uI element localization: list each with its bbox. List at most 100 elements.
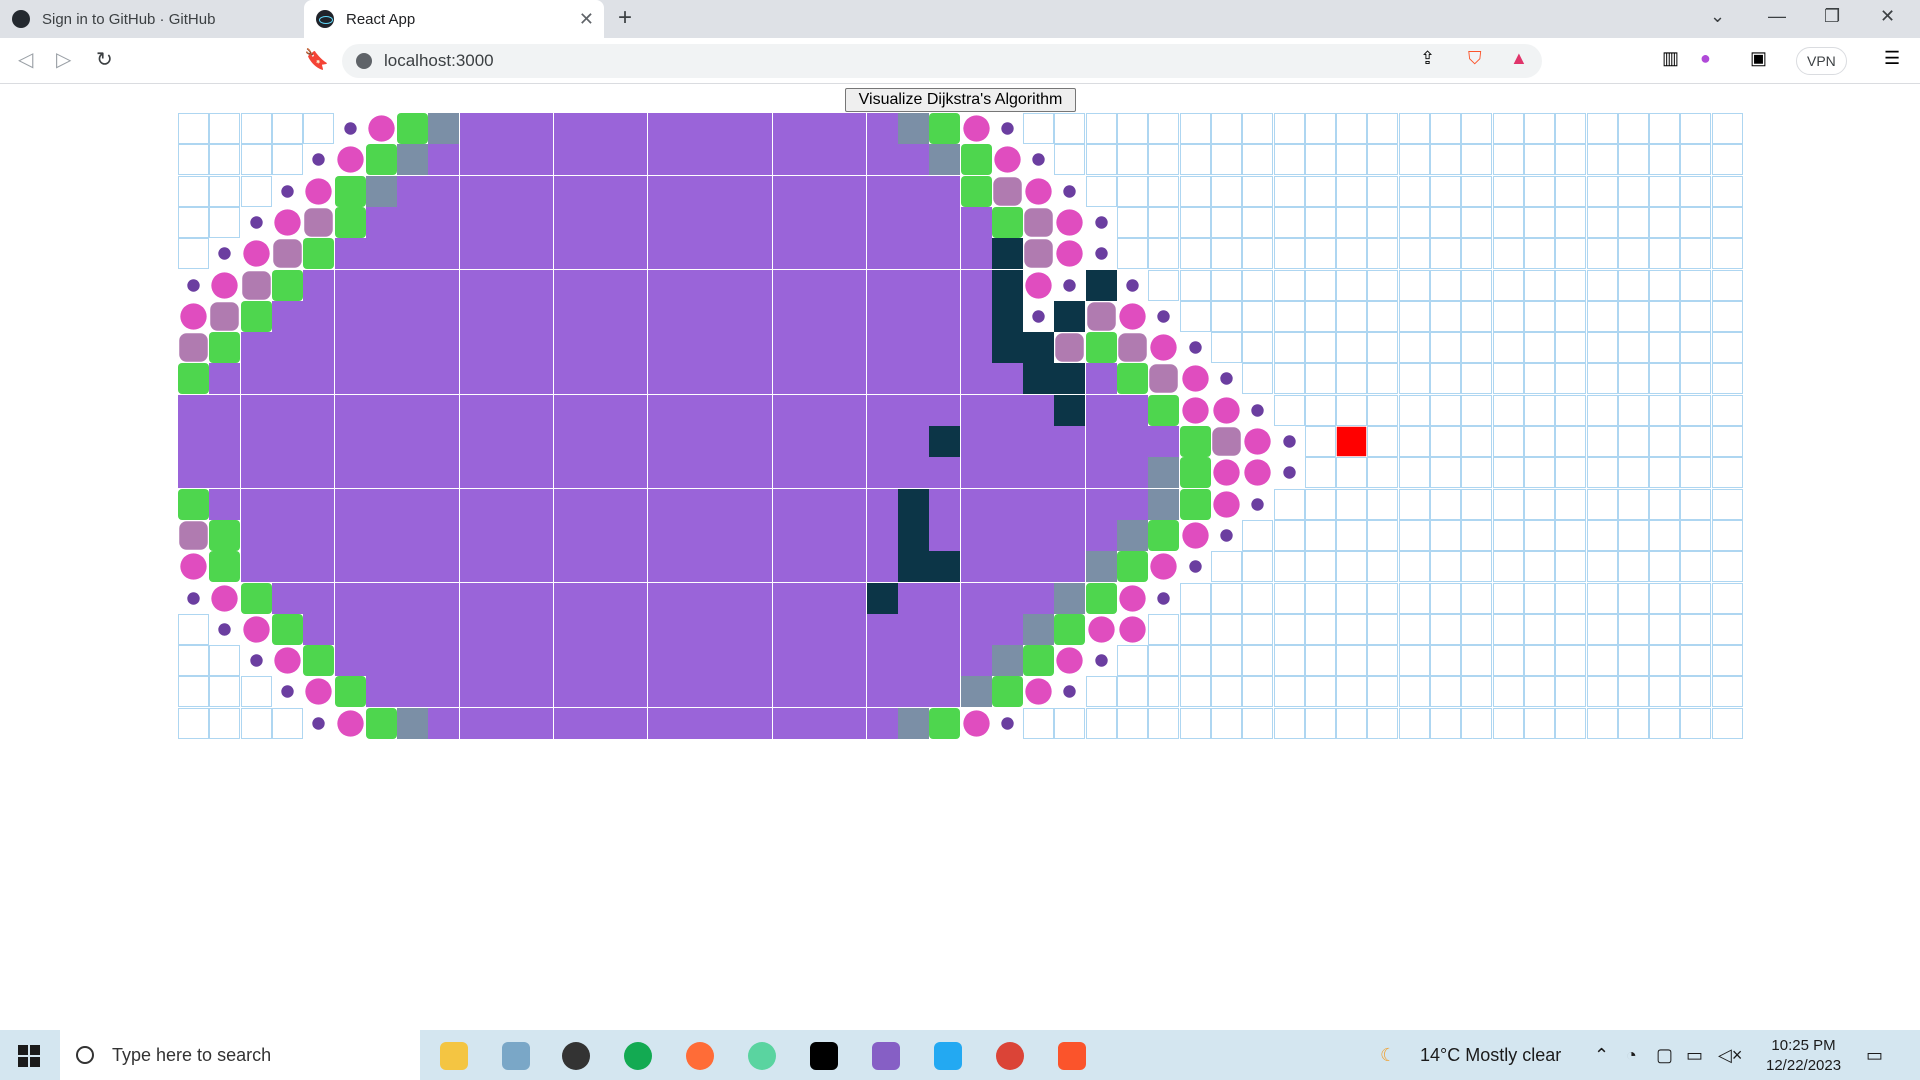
- empty-cell[interactable]: [1117, 144, 1148, 176]
- visited-cell[interactable]: [459, 394, 491, 426]
- empty-cell[interactable]: [1492, 426, 1524, 457]
- brave-icon[interactable]: [1058, 1042, 1086, 1070]
- visited-cell[interactable]: [553, 457, 585, 489]
- visited-cell[interactable]: [866, 269, 898, 301]
- visited-cell[interactable]: [866, 645, 898, 677]
- empty-cell[interactable]: [1336, 613, 1368, 645]
- visited-cell[interactable]: [772, 144, 804, 176]
- visited-cell[interactable]: [209, 551, 241, 583]
- empty-cell[interactable]: [1054, 707, 1086, 739]
- empty-cell[interactable]: [1492, 300, 1524, 332]
- wall-cell[interactable]: [897, 488, 929, 520]
- empty-cell[interactable]: [1555, 269, 1587, 301]
- visited-cell[interactable]: [960, 144, 992, 176]
- visited-cell[interactable]: [1149, 364, 1179, 394]
- empty-cell[interactable]: [1555, 300, 1587, 332]
- empty-cell[interactable]: [1242, 519, 1274, 551]
- visited-cell[interactable]: [1023, 519, 1055, 551]
- empty-cell[interactable]: [1617, 394, 1649, 426]
- visited-cell[interactable]: [1023, 551, 1055, 583]
- visited-cell[interactable]: [993, 176, 1022, 206]
- empty-cell[interactable]: [1336, 457, 1368, 489]
- empty-cell[interactable]: [1304, 206, 1336, 238]
- empty-cell[interactable]: [1179, 175, 1211, 207]
- visited-cell[interactable]: [303, 269, 335, 301]
- visited-cell[interactable]: [741, 613, 773, 645]
- empty-cell[interactable]: [178, 144, 209, 176]
- visited-cell[interactable]: [710, 519, 742, 551]
- empty-cell[interactable]: [1649, 206, 1681, 238]
- visited-cell[interactable]: [804, 300, 835, 332]
- empty-cell[interactable]: [1430, 144, 1461, 176]
- empty-cell[interactable]: [1680, 426, 1712, 457]
- visited-cell[interactable]: [584, 238, 616, 270]
- visited-cell[interactable]: [741, 551, 773, 583]
- empty-cell[interactable]: [1367, 332, 1399, 364]
- close-tab-icon[interactable]: ✕: [578, 9, 594, 29]
- visited-cell[interactable]: [616, 206, 648, 238]
- visited-cell[interactable]: [334, 332, 366, 364]
- visited-cell[interactable]: [240, 394, 272, 426]
- visited-cell[interactable]: [835, 300, 867, 332]
- empty-cell[interactable]: [1617, 363, 1649, 395]
- visited-cell[interactable]: [365, 551, 397, 583]
- empty-cell[interactable]: [1398, 645, 1430, 677]
- empty-cell[interactable]: [1523, 332, 1555, 364]
- empty-cell[interactable]: [1148, 269, 1180, 301]
- visited-cell[interactable]: [522, 426, 554, 457]
- empty-cell[interactable]: [240, 707, 272, 739]
- visited-cell[interactable]: [187, 591, 200, 605]
- visited-cell[interactable]: [1117, 457, 1148, 489]
- visited-cell[interactable]: [428, 676, 460, 708]
- visited-cell[interactable]: [334, 488, 366, 520]
- visited-cell[interactable]: [522, 488, 554, 520]
- visited-cell[interactable]: [741, 144, 773, 176]
- empty-cell[interactable]: [1148, 144, 1180, 176]
- empty-cell[interactable]: [1711, 363, 1743, 395]
- visited-cell[interactable]: [741, 519, 773, 551]
- visited-cell[interactable]: [334, 238, 366, 270]
- empty-cell[interactable]: [1210, 645, 1242, 677]
- empty-cell[interactable]: [1398, 144, 1430, 176]
- visited-cell[interactable]: [209, 363, 241, 395]
- visited-cell[interactable]: [835, 645, 867, 677]
- empty-cell[interactable]: [1523, 457, 1555, 489]
- visited-cell[interactable]: [274, 209, 301, 236]
- empty-cell[interactable]: [1367, 206, 1399, 238]
- visited-cell[interactable]: [678, 645, 710, 677]
- visited-cell[interactable]: [960, 613, 992, 645]
- visited-cell[interactable]: [616, 175, 648, 207]
- visited-cell[interactable]: [334, 426, 366, 457]
- visited-cell[interactable]: [647, 488, 679, 520]
- visited-cell[interactable]: [1025, 177, 1052, 205]
- visited-cell[interactable]: [835, 206, 867, 238]
- visited-cell[interactable]: [584, 676, 616, 708]
- visited-cell[interactable]: [960, 363, 992, 395]
- empty-cell[interactable]: [1304, 488, 1336, 520]
- visited-cell[interactable]: [397, 457, 429, 489]
- close-window-icon[interactable]: ✕: [1880, 6, 1896, 26]
- visited-cell[interactable]: [210, 302, 240, 331]
- empty-cell[interactable]: [1023, 113, 1055, 144]
- visited-cell[interactable]: [741, 426, 773, 457]
- weather-icon[interactable]: ☾: [1380, 1045, 1397, 1065]
- visited-cell[interactable]: [647, 613, 679, 645]
- visited-cell[interactable]: [866, 206, 898, 238]
- visited-cell[interactable]: [303, 645, 335, 677]
- mongodb-compass-icon[interactable]: [624, 1042, 652, 1070]
- empty-cell[interactable]: [1273, 676, 1305, 708]
- empty-cell[interactable]: [1336, 238, 1368, 270]
- visited-cell[interactable]: [710, 645, 742, 677]
- visited-cell[interactable]: [897, 175, 929, 207]
- empty-cell[interactable]: [1242, 113, 1274, 144]
- empty-cell[interactable]: [1586, 394, 1618, 426]
- empty-cell[interactable]: [1617, 269, 1649, 301]
- empty-cell[interactable]: [1304, 707, 1336, 739]
- visited-cell[interactable]: [1179, 426, 1211, 457]
- empty-cell[interactable]: [1336, 519, 1368, 551]
- visited-cell[interactable]: [678, 394, 710, 426]
- empty-cell[interactable]: [1117, 238, 1148, 270]
- empty-cell[interactable]: [1336, 175, 1368, 207]
- visited-cell[interactable]: [929, 457, 961, 489]
- visited-cell[interactable]: [1094, 216, 1108, 229]
